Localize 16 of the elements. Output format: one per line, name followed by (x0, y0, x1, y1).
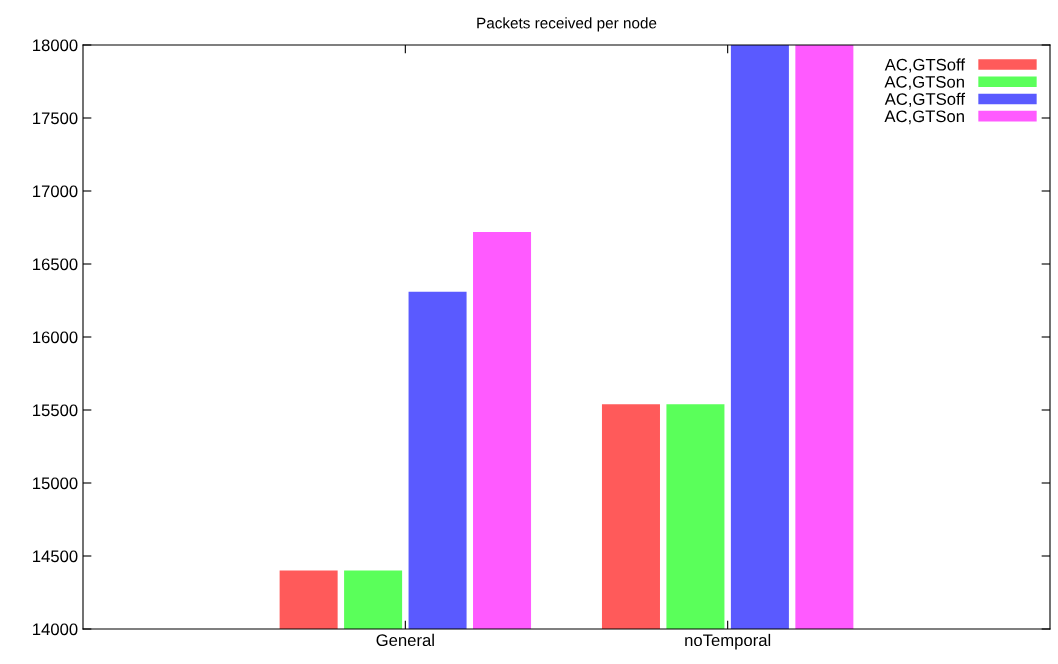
legend-label: AC,GTSoff (884, 92, 966, 107)
x-tick-label: noTemporal (685, 633, 771, 650)
y-tick-label: 14500 (33, 550, 78, 563)
x-tick-label: General (376, 633, 434, 647)
legend-label: AC,GTSon (884, 110, 964, 125)
y-tick-label: 16500 (33, 258, 78, 271)
legend-label: AC,GTSoff (884, 58, 966, 73)
y-tick-label: 16000 (33, 331, 78, 344)
y-tick-label: 17500 (33, 112, 78, 125)
y-tick-label: 17000 (33, 185, 78, 198)
y-tick-label: 15000 (33, 477, 78, 490)
y-tick-label: 14000 (33, 623, 78, 636)
chart-title: Packets received per node (477, 17, 657, 32)
legend-label: AC,GTSon (884, 75, 964, 90)
y-tick-label: 18000 (33, 39, 78, 52)
y-tick-label: 15500 (33, 404, 78, 417)
